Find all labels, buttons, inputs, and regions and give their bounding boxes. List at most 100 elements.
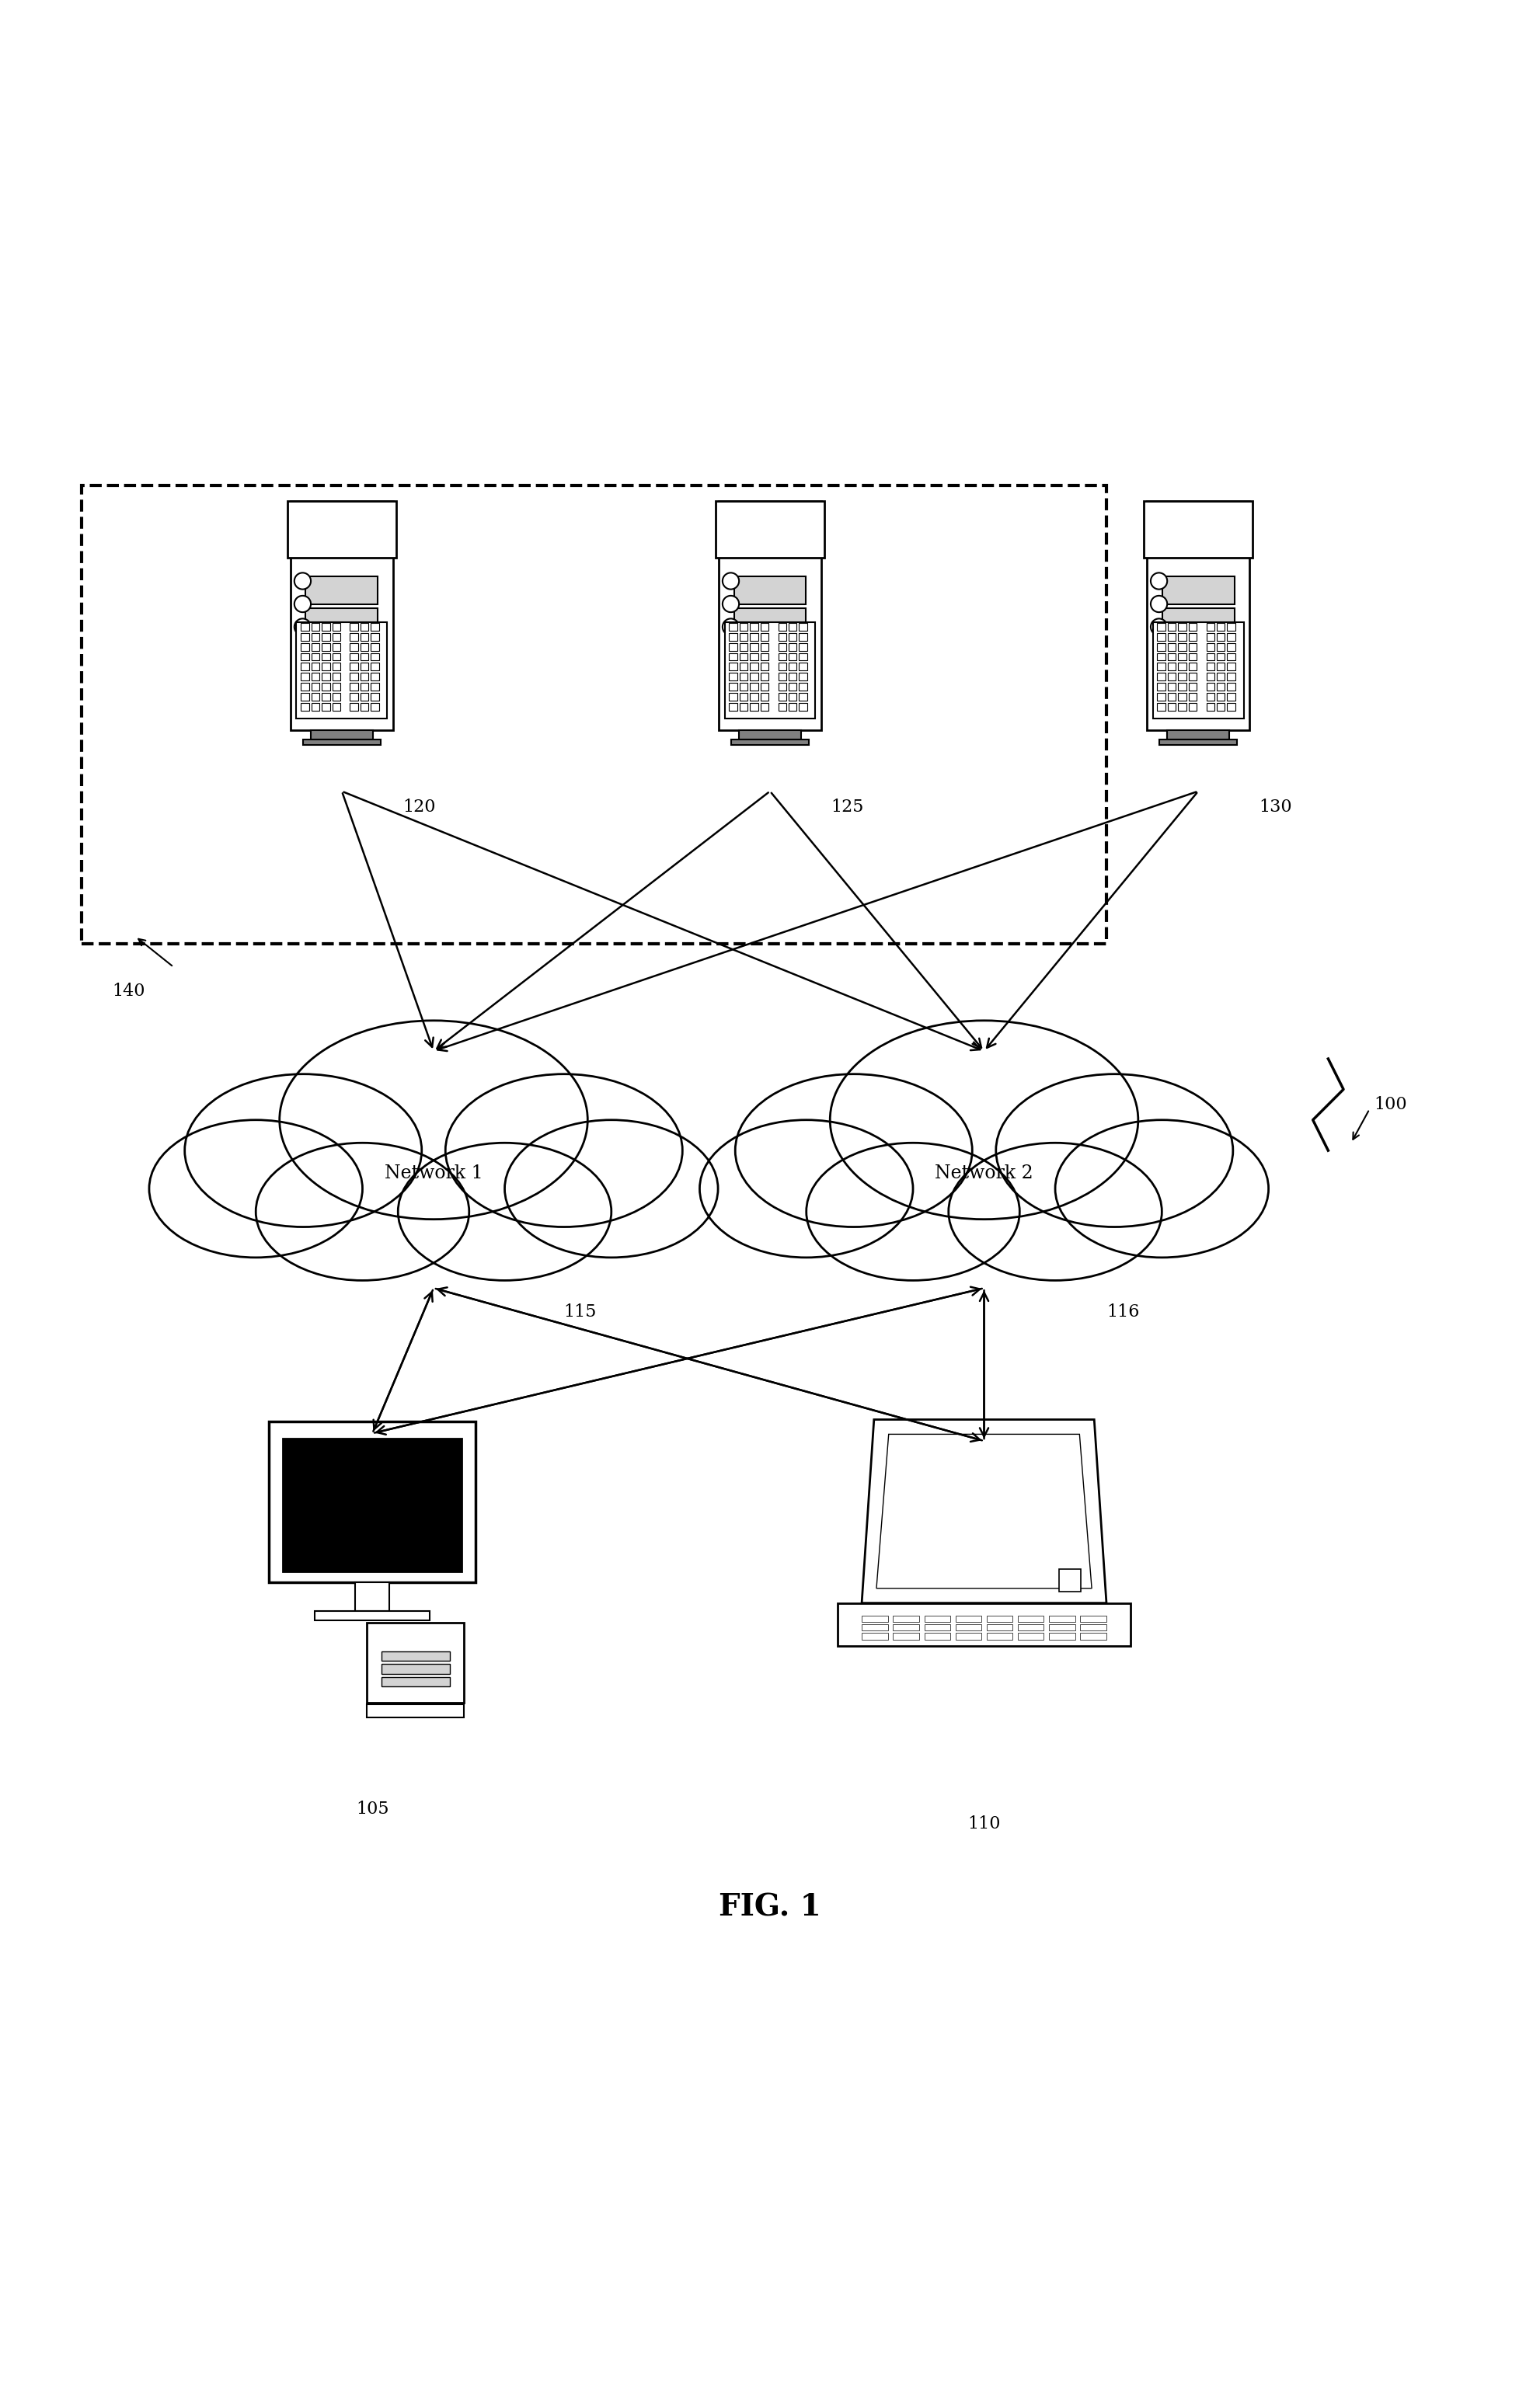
Bar xyxy=(778,694,787,701)
Bar xyxy=(322,694,330,701)
Bar xyxy=(1167,653,1177,660)
FancyBboxPatch shape xyxy=(1163,609,1234,636)
Bar xyxy=(311,684,319,691)
Bar xyxy=(82,486,1106,944)
Bar xyxy=(1217,672,1224,681)
Bar xyxy=(799,684,807,691)
Ellipse shape xyxy=(185,1074,422,1228)
Bar xyxy=(1080,1623,1106,1630)
Bar xyxy=(1178,662,1186,672)
Ellipse shape xyxy=(256,1144,470,1281)
Bar xyxy=(893,1616,919,1623)
Bar xyxy=(750,653,758,660)
Bar xyxy=(739,703,748,710)
Bar xyxy=(350,633,359,641)
FancyBboxPatch shape xyxy=(306,609,377,636)
Bar xyxy=(367,1705,464,1717)
Bar xyxy=(1157,624,1166,631)
Bar xyxy=(728,624,738,631)
Bar xyxy=(862,1623,889,1630)
Bar xyxy=(316,1611,430,1621)
Bar xyxy=(761,672,768,681)
Bar xyxy=(360,684,368,691)
Bar xyxy=(1167,703,1177,710)
Bar xyxy=(1167,662,1177,672)
Ellipse shape xyxy=(735,1074,972,1228)
FancyBboxPatch shape xyxy=(1163,576,1234,604)
Ellipse shape xyxy=(949,1144,1161,1281)
Bar xyxy=(1206,624,1215,631)
Bar xyxy=(788,703,796,710)
Bar xyxy=(1178,653,1186,660)
Bar xyxy=(333,653,340,660)
Bar xyxy=(371,633,379,641)
FancyBboxPatch shape xyxy=(306,576,377,604)
Bar xyxy=(300,643,310,650)
Bar xyxy=(1178,643,1186,650)
Bar xyxy=(862,1633,889,1640)
Bar xyxy=(739,633,748,641)
Text: 140: 140 xyxy=(112,982,145,999)
Bar xyxy=(322,633,330,641)
Bar xyxy=(322,624,330,631)
Bar xyxy=(1018,1623,1044,1630)
Circle shape xyxy=(294,595,311,612)
Circle shape xyxy=(722,573,739,590)
Bar xyxy=(739,643,748,650)
Bar xyxy=(371,653,379,660)
Text: 100: 100 xyxy=(1374,1096,1408,1112)
Bar xyxy=(1206,684,1215,691)
Bar xyxy=(360,633,368,641)
Bar xyxy=(371,694,379,701)
Bar xyxy=(799,672,807,681)
Bar xyxy=(300,684,310,691)
Bar xyxy=(788,694,796,701)
Bar xyxy=(1058,1570,1081,1592)
Bar xyxy=(761,624,768,631)
Text: 110: 110 xyxy=(967,1816,1001,1832)
Bar xyxy=(269,1421,476,1582)
Bar xyxy=(350,684,359,691)
Circle shape xyxy=(722,619,739,636)
Bar xyxy=(750,624,758,631)
Bar xyxy=(1157,684,1166,691)
Bar xyxy=(761,684,768,691)
Bar xyxy=(778,684,787,691)
Bar xyxy=(778,672,787,681)
Bar xyxy=(311,643,319,650)
Bar xyxy=(761,703,768,710)
Bar xyxy=(311,633,319,641)
Bar xyxy=(955,1633,981,1640)
Bar xyxy=(739,694,748,701)
Bar xyxy=(778,662,787,672)
Bar xyxy=(311,694,319,701)
Bar xyxy=(955,1616,981,1623)
Bar xyxy=(750,684,758,691)
Bar xyxy=(799,703,807,710)
Bar xyxy=(311,653,319,660)
Bar xyxy=(728,643,738,650)
Bar xyxy=(300,624,310,631)
Bar xyxy=(1227,653,1235,660)
Bar xyxy=(750,703,758,710)
Bar xyxy=(296,621,387,718)
Bar xyxy=(924,1623,950,1630)
Ellipse shape xyxy=(807,1144,1019,1281)
Bar xyxy=(1178,684,1186,691)
Bar xyxy=(739,662,748,672)
Bar xyxy=(1206,653,1215,660)
Bar xyxy=(1217,694,1224,701)
Bar xyxy=(350,643,359,650)
Bar xyxy=(739,684,748,691)
Bar xyxy=(300,633,310,641)
Bar xyxy=(360,662,368,672)
Bar xyxy=(1206,662,1215,672)
Bar xyxy=(728,653,738,660)
Bar xyxy=(1189,703,1197,710)
Text: 105: 105 xyxy=(356,1801,390,1818)
Bar xyxy=(322,662,330,672)
Bar xyxy=(788,662,796,672)
Bar xyxy=(1167,730,1229,739)
Bar xyxy=(1217,624,1224,631)
Bar xyxy=(728,662,738,672)
